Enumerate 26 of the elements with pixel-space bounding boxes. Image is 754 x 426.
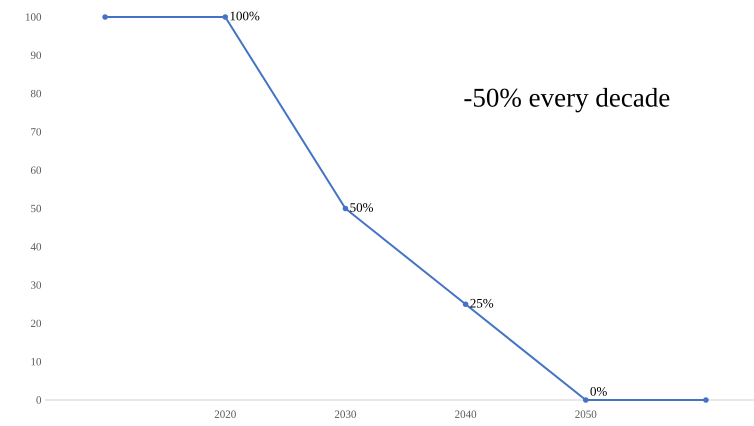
data-label: 100% [230, 12, 260, 20]
data-label: 25% [470, 298, 494, 308]
data-label: 0% [590, 386, 607, 396]
y-tick-label: 70 [31, 128, 42, 136]
annotation: -50% every decade [464, 88, 670, 112]
y-tick-label: 50 [31, 204, 42, 212]
point [342, 206, 348, 212]
x-tick-label: 2040 [455, 410, 476, 418]
y-tick-label: 100 [26, 13, 42, 21]
y-tick-label: 90 [30, 52, 42, 60]
point [582, 397, 589, 403]
y-tick-label: 10 [31, 358, 42, 366]
y-tick-label: 20 [30, 320, 42, 328]
y-tick-label: 60 [30, 166, 42, 174]
point [462, 301, 468, 308]
x-tick-label: 2050 [575, 410, 596, 418]
x-tick-label: 2030 [334, 410, 356, 418]
point [222, 14, 228, 20]
y-tick-label: 0 [36, 396, 42, 404]
y-tick-label: 80 [30, 90, 42, 98]
data-label: 50% [350, 203, 374, 212]
point [703, 397, 709, 403]
point [102, 14, 108, 20]
y-tick-label: 40 [30, 243, 42, 251]
x-tick-label: 2020 [214, 410, 236, 418]
y-tick-label: 30 [31, 281, 42, 289]
